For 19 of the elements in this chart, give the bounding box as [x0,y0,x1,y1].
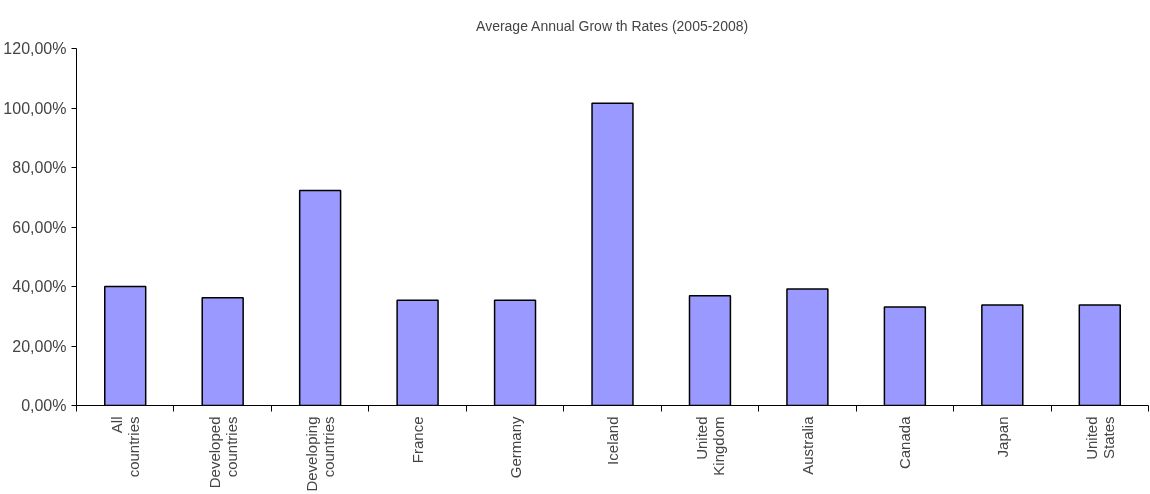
x-tick-label: Australia [798,415,816,475]
y-tick-label: 80,00% [12,159,67,176]
x-tick-label: Developing countries [303,416,338,492]
y-tick-label: 40,00% [12,278,67,295]
x-tick-label: France [409,416,427,464]
x-tick-label: United States [1082,416,1117,460]
y-tick-label: 20,00% [12,337,67,355]
y-tick-label: 120,00% [3,40,67,57]
x-tick-label: Canada [896,415,914,470]
x-tick-label: Japan [993,416,1011,458]
y-tick-label: 60,00% [12,218,67,236]
x-tick-label: United Kingdom [692,416,727,476]
y-tick-label: 100,00% [3,99,67,117]
x-tick-label: Developed countries [205,416,240,489]
x-tick-label: All countries [108,416,143,478]
x-tick-label: Germany [506,416,524,479]
x-tick-label: Iceland [604,416,621,465]
y-tick-label: 0,00% [21,397,67,414]
chart-title: Average Annual Grow th Rates (2005-2008) [476,17,749,34]
